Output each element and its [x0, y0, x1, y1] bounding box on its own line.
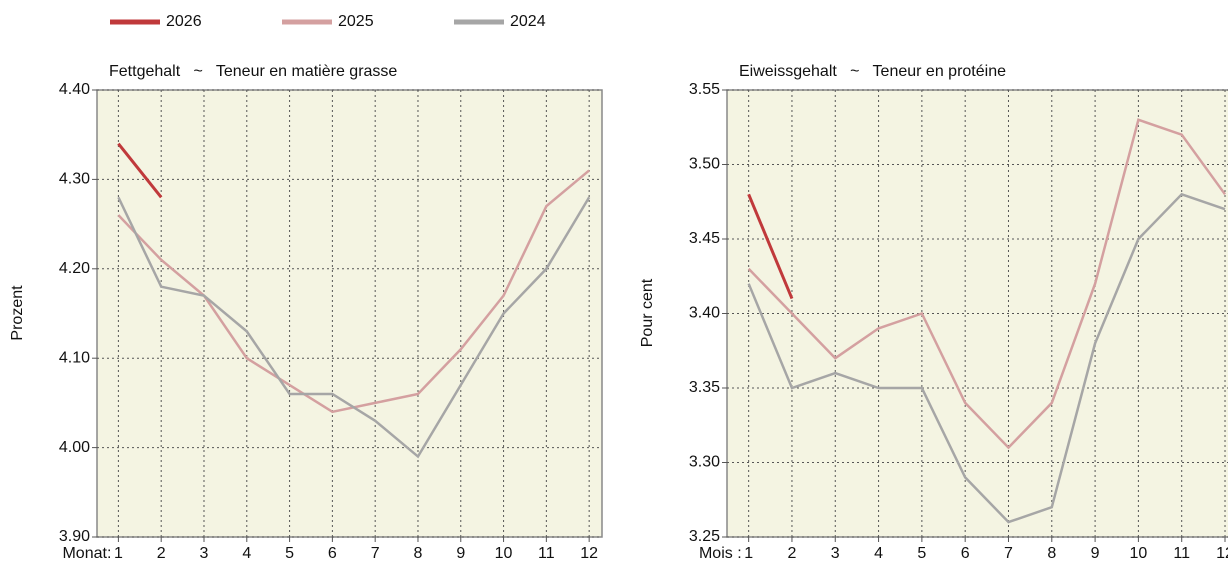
y-tick-label: 3.50	[689, 156, 720, 173]
y-tick-label: 4.40	[59, 81, 90, 98]
y-tick-label: 3.45	[689, 230, 720, 247]
x-tick-label: 10	[1129, 545, 1147, 562]
x-tick-label: 12	[1216, 545, 1228, 562]
x-tick-label: 4	[242, 545, 251, 562]
x-tick-label: 6	[328, 545, 337, 562]
line-series	[747, 192, 1226, 524]
legend-label: 2024	[510, 13, 546, 30]
x-axis-label: Monat:	[62, 545, 111, 562]
x-tick-label: 8	[1047, 545, 1056, 562]
x-tick-label: 10	[495, 545, 513, 562]
line-series	[117, 196, 591, 459]
y-tick-label: 4.00	[59, 439, 90, 456]
y-tick-label: 4.10	[59, 349, 90, 366]
x-tick-label: 9	[456, 545, 465, 562]
x-tick-label: 1	[114, 545, 123, 562]
x-tick-label: 3	[200, 545, 209, 562]
line-series	[117, 142, 163, 199]
chart-title: Eiweissgehalt ~ Teneur en protéine	[739, 63, 1006, 80]
x-tick-label: 7	[1004, 545, 1013, 562]
x-tick-label: 3	[831, 545, 840, 562]
y-tick-label: 3.25	[689, 528, 720, 545]
x-tick-label: 6	[961, 545, 970, 562]
plot-area	[96, 89, 603, 538]
x-tick-label: 1	[744, 545, 753, 562]
line-series	[747, 193, 794, 300]
x-tick-label: 9	[1091, 545, 1100, 562]
y-axis-label: Pour cent	[639, 278, 656, 347]
y-tick-label: 3.55	[689, 81, 720, 98]
y-tick-label: 4.20	[59, 260, 90, 277]
x-tick-label: 5	[285, 545, 294, 562]
x-tick-label: 11	[538, 545, 555, 562]
x-tick-label: 2	[788, 545, 797, 562]
x-tick-label: 11	[1173, 545, 1190, 562]
legend-label: 2026	[166, 13, 202, 30]
y-tick-label: 3.35	[689, 379, 720, 396]
y-axis-label: Prozent	[9, 285, 26, 341]
x-tick-label: 4	[874, 545, 883, 562]
y-tick-label: 3.30	[689, 454, 720, 471]
y-tick-label: 4.30	[59, 171, 90, 188]
legend-label: 2025	[338, 13, 374, 30]
chart-title: Fettgehalt ~ Teneur en matière grasse	[109, 63, 397, 80]
line-series	[747, 118, 1227, 450]
x-axis-label: Mois :	[699, 545, 742, 562]
x-tick-label: 12	[580, 545, 598, 562]
x-tick-label: 7	[371, 545, 380, 562]
y-tick-label: 3.40	[689, 305, 720, 322]
x-tick-label: 2	[157, 545, 166, 562]
x-tick-label: 8	[414, 545, 423, 562]
x-tick-label: 5	[917, 545, 926, 562]
y-tick-label: 3.90	[59, 528, 90, 545]
